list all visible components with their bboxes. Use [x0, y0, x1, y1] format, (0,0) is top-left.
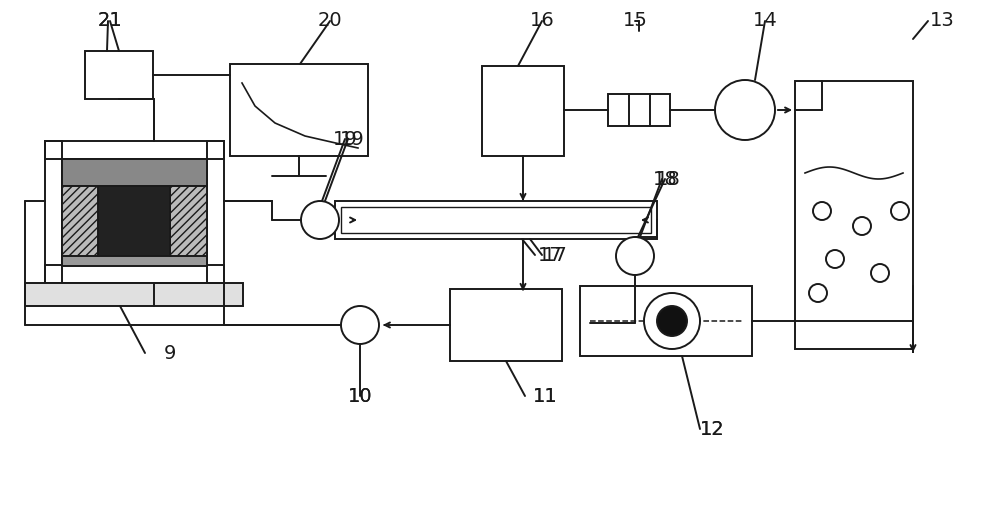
Circle shape: [341, 306, 379, 344]
Bar: [98, 186, 170, 256]
Bar: [580, 286, 752, 356]
Bar: [45, 141, 224, 159]
Bar: [45, 265, 224, 283]
Text: 9: 9: [164, 343, 176, 362]
Circle shape: [826, 250, 844, 268]
Text: 11: 11: [533, 386, 557, 406]
Text: 12: 12: [700, 420, 724, 438]
Circle shape: [644, 293, 700, 349]
Bar: [62, 186, 99, 256]
Text: 16: 16: [530, 12, 554, 31]
Text: 14: 14: [753, 12, 777, 31]
Circle shape: [715, 80, 775, 140]
Text: 10: 10: [348, 386, 372, 406]
Text: 12: 12: [700, 420, 724, 438]
Text: 13: 13: [930, 12, 954, 31]
Text: 19: 19: [340, 129, 364, 149]
Bar: [207, 141, 224, 283]
Bar: [45, 141, 62, 283]
Bar: [450, 289, 562, 361]
Text: 10: 10: [348, 386, 372, 406]
Bar: [230, 64, 368, 156]
Circle shape: [616, 237, 654, 275]
Circle shape: [891, 202, 909, 220]
Bar: [341, 207, 651, 233]
Bar: [62, 254, 207, 266]
Bar: [62, 159, 207, 186]
Circle shape: [657, 306, 687, 336]
Text: 20: 20: [318, 12, 342, 31]
Bar: [482, 66, 564, 156]
Text: 18: 18: [653, 170, 677, 189]
Text: 19: 19: [333, 129, 357, 149]
Text: 18: 18: [656, 170, 680, 189]
Bar: [608, 94, 670, 126]
Bar: [170, 186, 207, 256]
Text: 21: 21: [98, 12, 122, 31]
Bar: [335, 201, 657, 239]
Bar: [795, 81, 913, 349]
Text: 15: 15: [623, 12, 647, 31]
Circle shape: [813, 202, 831, 220]
Bar: [85, 51, 153, 99]
Circle shape: [871, 264, 889, 282]
Circle shape: [809, 284, 827, 302]
Bar: [25, 283, 243, 306]
Circle shape: [853, 217, 871, 235]
Text: 11: 11: [533, 386, 557, 406]
Text: 17: 17: [543, 245, 567, 265]
Text: 21: 21: [98, 12, 122, 31]
Circle shape: [301, 201, 339, 239]
Text: 17: 17: [538, 245, 562, 265]
